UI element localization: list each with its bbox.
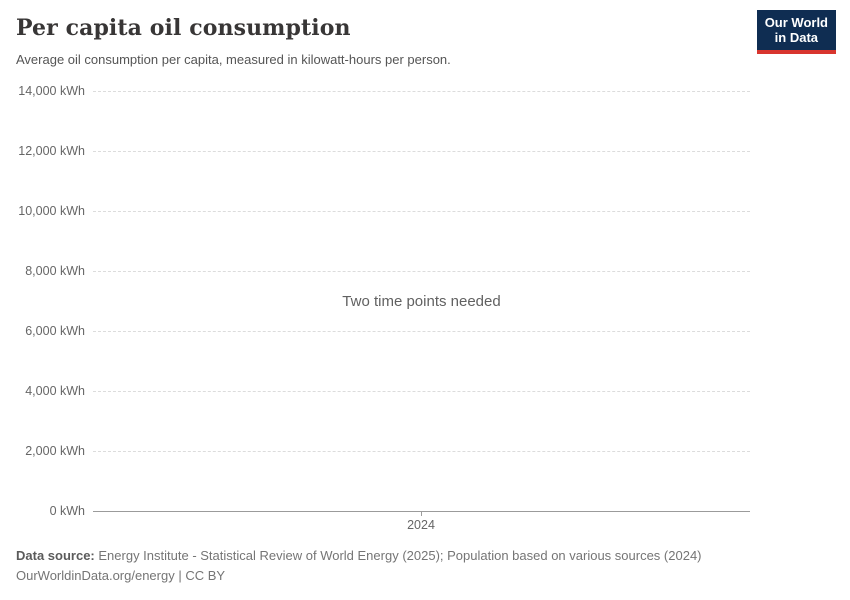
- gridline: [93, 331, 750, 332]
- footer-datasource-label: Data source:: [16, 548, 95, 563]
- x-axis-tick-label: 2024: [407, 518, 435, 532]
- gridline: [93, 271, 750, 272]
- owid-logo-line2: in Data: [774, 30, 819, 46]
- chart-subtitle: Average oil consumption per capita, meas…: [16, 52, 451, 67]
- gridline: [93, 391, 750, 392]
- y-axis-tick-label: 12,000 kWh: [18, 144, 85, 158]
- gridline: [93, 91, 750, 92]
- owid-logo-line1: Our World: [764, 15, 828, 30]
- x-axis-tick: [421, 511, 422, 516]
- y-axis-tick-label: 6,000 kWh: [25, 324, 85, 338]
- empty-state-message: Two time points needed: [342, 293, 501, 310]
- y-axis-tick-label: 8,000 kWh: [25, 264, 85, 278]
- y-axis-tick-label: 4,000 kWh: [25, 384, 85, 398]
- owid-logo[interactable]: Our World in Data: [756, 10, 836, 54]
- y-axis-tick-label: 14,000 kWh: [18, 84, 85, 98]
- y-axis-tick-label: 10,000 kWh: [18, 204, 85, 218]
- gridline: [93, 211, 750, 212]
- gridline: [93, 451, 750, 452]
- y-axis-tick-label: 0 kWh: [49, 504, 85, 518]
- footer-credit-link[interactable]: OurWorldinData.org/energy | CC BY: [16, 568, 226, 583]
- page-title: Per capita oil consumption: [16, 15, 351, 41]
- footer-datasource-text[interactable]: Energy Institute - Statistical Review of…: [98, 548, 702, 563]
- gridline: [93, 151, 750, 152]
- y-axis-tick-label: 2,000 kWh: [25, 444, 85, 458]
- footer-datasource: Data source: Energy Institute - Statisti…: [16, 548, 702, 564]
